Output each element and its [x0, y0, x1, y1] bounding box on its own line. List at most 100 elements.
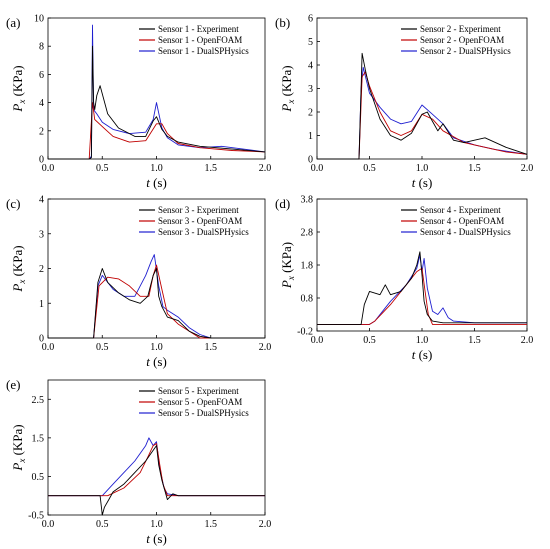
y-tick-label: 2: [308, 108, 313, 119]
y-tick-label: 0: [39, 155, 44, 166]
x-tick-label: 0.5: [363, 163, 376, 174]
chart-panel-2: 0.0 0.5 1.0 1.5 2.0 0 1 2 3 4 5 6 Sensor 2 - Experim…: [275, 14, 533, 191]
y-tick-label: 3: [308, 84, 313, 95]
y-tick-label: 6: [308, 14, 313, 25]
x-axis-label: t (s): [412, 347, 433, 362]
x-tick-label: 0.5: [96, 342, 109, 353]
y-tick-label: 0: [39, 334, 44, 345]
y-tick-label: 2: [39, 264, 44, 275]
panel-label: (c): [6, 196, 20, 211]
y-tick-label: 1: [308, 131, 313, 142]
x-tick-label: 2.0: [259, 342, 272, 353]
y-axis-label: Px (KPa): [10, 424, 27, 471]
chart-panel-4: 0.0 0.5 1.0 1.5 2.0 -0.2 0.8 1.8 2.8 3.8 Sensor 4 …: [275, 195, 533, 363]
panel-label: (b): [275, 15, 290, 30]
legend-box: [399, 203, 523, 238]
legend-entry: Sensor 5 - DualSPHysics: [158, 408, 249, 418]
legend-entry: Sensor 4 - DualSPHysics: [420, 227, 511, 237]
series-line-dualsph: [317, 66, 528, 160]
series-line-experiment: [48, 445, 265, 516]
y-tick-label: 2.5: [32, 395, 45, 406]
x-tick-label: 1.5: [468, 335, 481, 346]
x-tick-label: 1.0: [150, 163, 163, 174]
y-tick-label: 1.5: [32, 433, 45, 444]
x-axis-label: t (s): [146, 354, 167, 369]
legend-entry: Sensor 5 - OpenFOAM: [158, 397, 242, 407]
x-tick-label: 1.5: [205, 163, 218, 174]
y-tick-label: -0.5: [28, 511, 44, 522]
legend-entry: Sensor 2 - Experiment: [420, 24, 501, 34]
x-tick-label: 1.5: [205, 342, 218, 353]
chart-panel-3: 0.0 0.5 1.0 1.5 2.0 0 1 2 3 4 Sensor 3 - Experimen…: [6, 195, 271, 370]
x-tick-label: 0.0: [42, 519, 55, 530]
series-line-dualsph: [48, 254, 265, 339]
legend-entry: Sensor 4 - Experiment: [420, 205, 501, 215]
legend-box: [137, 384, 261, 419]
series-line-experiment: [48, 45, 266, 160]
y-tick-label: 0: [308, 155, 313, 166]
x-tick-label: 2.0: [259, 163, 272, 174]
y-axis-label: Px (KPa): [10, 65, 27, 112]
y-tick-label: 1.8: [301, 261, 314, 272]
y-axis-label: Px (KPa): [10, 245, 27, 292]
y-tick-label: 6: [39, 70, 44, 81]
series-line-experiment: [317, 52, 528, 160]
y-tick-label: 1: [39, 299, 44, 310]
legend-entry: Sensor 3 - DualSPHysics: [158, 227, 249, 237]
y-tick-label: 4: [39, 98, 44, 109]
series-line-experiment: [48, 268, 265, 339]
y-axis-label: Px (KPa): [279, 65, 296, 112]
legend-box: [137, 203, 261, 238]
x-tick-label: 0.5: [96, 519, 109, 530]
x-tick-label: 1.0: [416, 163, 429, 174]
x-tick-label: 0.0: [42, 163, 55, 174]
series-line-openfoam: [48, 264, 265, 339]
series-line-dualsph: [48, 437, 265, 497]
x-tick-label: 0.5: [96, 163, 109, 174]
legend-box: [137, 22, 261, 57]
y-tick-label: -0.2: [297, 327, 313, 338]
y-tick-label: 0.8: [301, 294, 314, 305]
series-line-openfoam: [48, 443, 265, 497]
y-tick-label: 5: [308, 37, 313, 48]
panel-label: (a): [6, 15, 20, 30]
legend-entry: Sensor 2 - DualSPHysics: [420, 46, 511, 56]
y-tick-label: 3: [39, 229, 44, 240]
chart-panel-1: 0.0 0.5 1.0 1.5 2.0 0 2 4 6 8 10 Sensor 1 - Experim…: [6, 14, 271, 191]
y-tick-label: 8: [39, 42, 44, 53]
y-tick-label: 2: [39, 126, 44, 137]
x-tick-label: 0.0: [311, 335, 324, 346]
x-tick-label: 1.0: [150, 519, 163, 530]
panel-label: (e): [6, 377, 20, 392]
legend-entry: Sensor 5 - Experiment: [158, 386, 239, 396]
chart-panel-5: 0.0 0.5 1.0 1.5 2.0 -0.5 0.5 1.5 2.5 Sensor 5 - E…: [6, 377, 271, 546]
series-line-openfoam: [48, 102, 266, 160]
legend-entry: Sensor 4 - OpenFOAM: [420, 216, 504, 226]
x-tick-label: 1.5: [468, 163, 481, 174]
x-axis-label: t (s): [412, 175, 433, 190]
y-tick-label: 4: [308, 61, 313, 72]
legend-entry: Sensor 2 - OpenFOAM: [420, 35, 504, 45]
y-tick-label: 0.5: [32, 472, 45, 483]
x-tick-label: 2.0: [521, 335, 534, 346]
series-line-openfoam: [317, 71, 528, 160]
x-tick-label: 1.5: [205, 519, 218, 530]
x-tick-label: 1.0: [416, 335, 429, 346]
y-tick-label: 2.8: [301, 228, 314, 239]
x-tick-label: 0.0: [311, 163, 324, 174]
x-tick-label: 0.5: [363, 335, 376, 346]
legend-entry: Sensor 1 - DualSPHysics: [158, 46, 249, 56]
y-tick-label: 4: [39, 195, 44, 206]
legend-box: [399, 22, 523, 57]
legend-entry: Sensor 1 - OpenFOAM: [158, 35, 242, 45]
legend-entry: Sensor 3 - OpenFOAM: [158, 216, 242, 226]
series-line-dualsph: [317, 254, 527, 325]
legend-entry: Sensor 3 - Experiment: [158, 205, 239, 215]
x-tick-label: 0.0: [42, 342, 55, 353]
x-axis-label: t (s): [146, 531, 167, 546]
x-tick-label: 1.0: [150, 342, 163, 353]
x-tick-label: 2.0: [521, 163, 534, 174]
panel-label: (d): [275, 196, 290, 211]
y-tick-label: 10: [34, 14, 44, 25]
